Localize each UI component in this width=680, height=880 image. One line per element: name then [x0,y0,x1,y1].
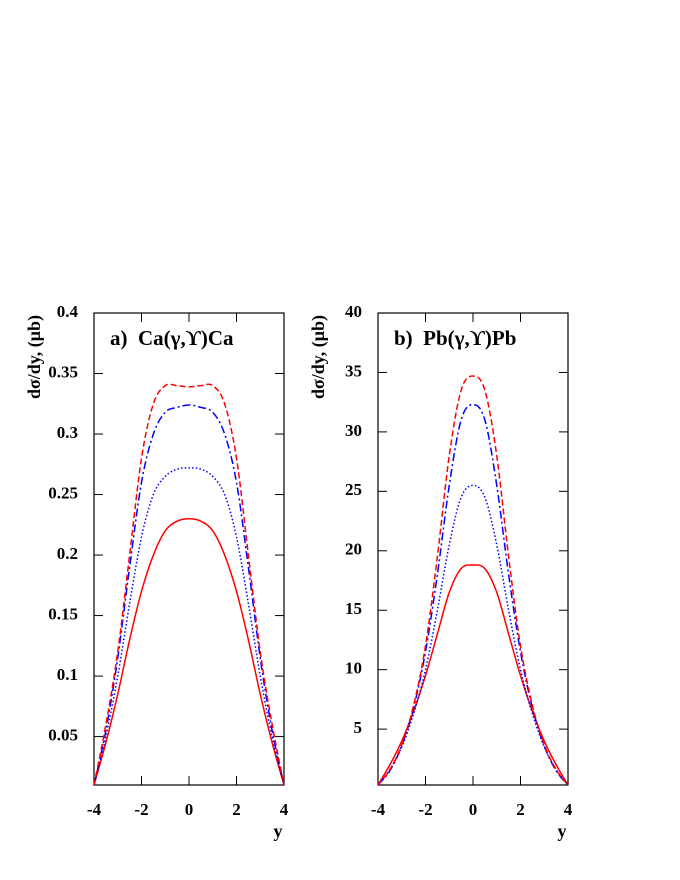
y-tick-label: 25 [345,480,362,499]
y-tick-label: 30 [345,421,362,440]
y-axis-title: dσ/dy, (μb) [308,315,329,399]
curve [377,484,569,786]
y-tick-label: 15 [345,599,362,618]
y-tick-label: 0.05 [48,725,78,744]
x-tick-label: 4 [280,800,289,819]
curve [377,564,569,786]
x-axis-title: y [558,821,567,841]
curve [93,467,285,786]
y-axis-title: dσ/dy, (μb) [24,315,45,399]
y-tick-label: 0.25 [48,483,78,502]
y-tick-label: 0.15 [48,604,78,623]
y-tick-label: 10 [345,659,362,678]
curve [93,517,285,786]
y-tick-label: 5 [354,718,363,737]
plot-frame [377,312,569,786]
panel-title: b) Pb(γ,ϒ)Pb [394,326,516,350]
y-tick-label: 0.2 [57,544,78,563]
x-tick-label: -2 [134,800,148,819]
y-tick-label: 0.4 [57,302,79,321]
curve [377,375,569,786]
y-tick-label: 0.3 [57,423,78,442]
x-tick-label: -4 [371,800,386,819]
x-tick-label: 4 [564,800,573,819]
y-tick-label: 0.1 [57,665,78,684]
y-tick-label: 20 [345,540,362,559]
x-tick-label: 2 [232,800,241,819]
x-tick-label: 0 [185,800,194,819]
curve [93,404,285,786]
x-tick-label: 0 [469,800,478,819]
panel-title: a) Ca(γ,ϒ)Ca [110,326,234,350]
x-tick-label: 2 [516,800,525,819]
curve [93,383,285,786]
y-tick-label: 40 [345,302,362,321]
x-axis-title: y [274,821,283,841]
plot-frame [93,312,285,786]
y-tick-label: 0.35 [48,362,78,381]
x-tick-label: -4 [87,800,102,819]
x-tick-label: -2 [418,800,432,819]
y-tick-label: 35 [345,361,362,380]
curve [377,403,569,786]
